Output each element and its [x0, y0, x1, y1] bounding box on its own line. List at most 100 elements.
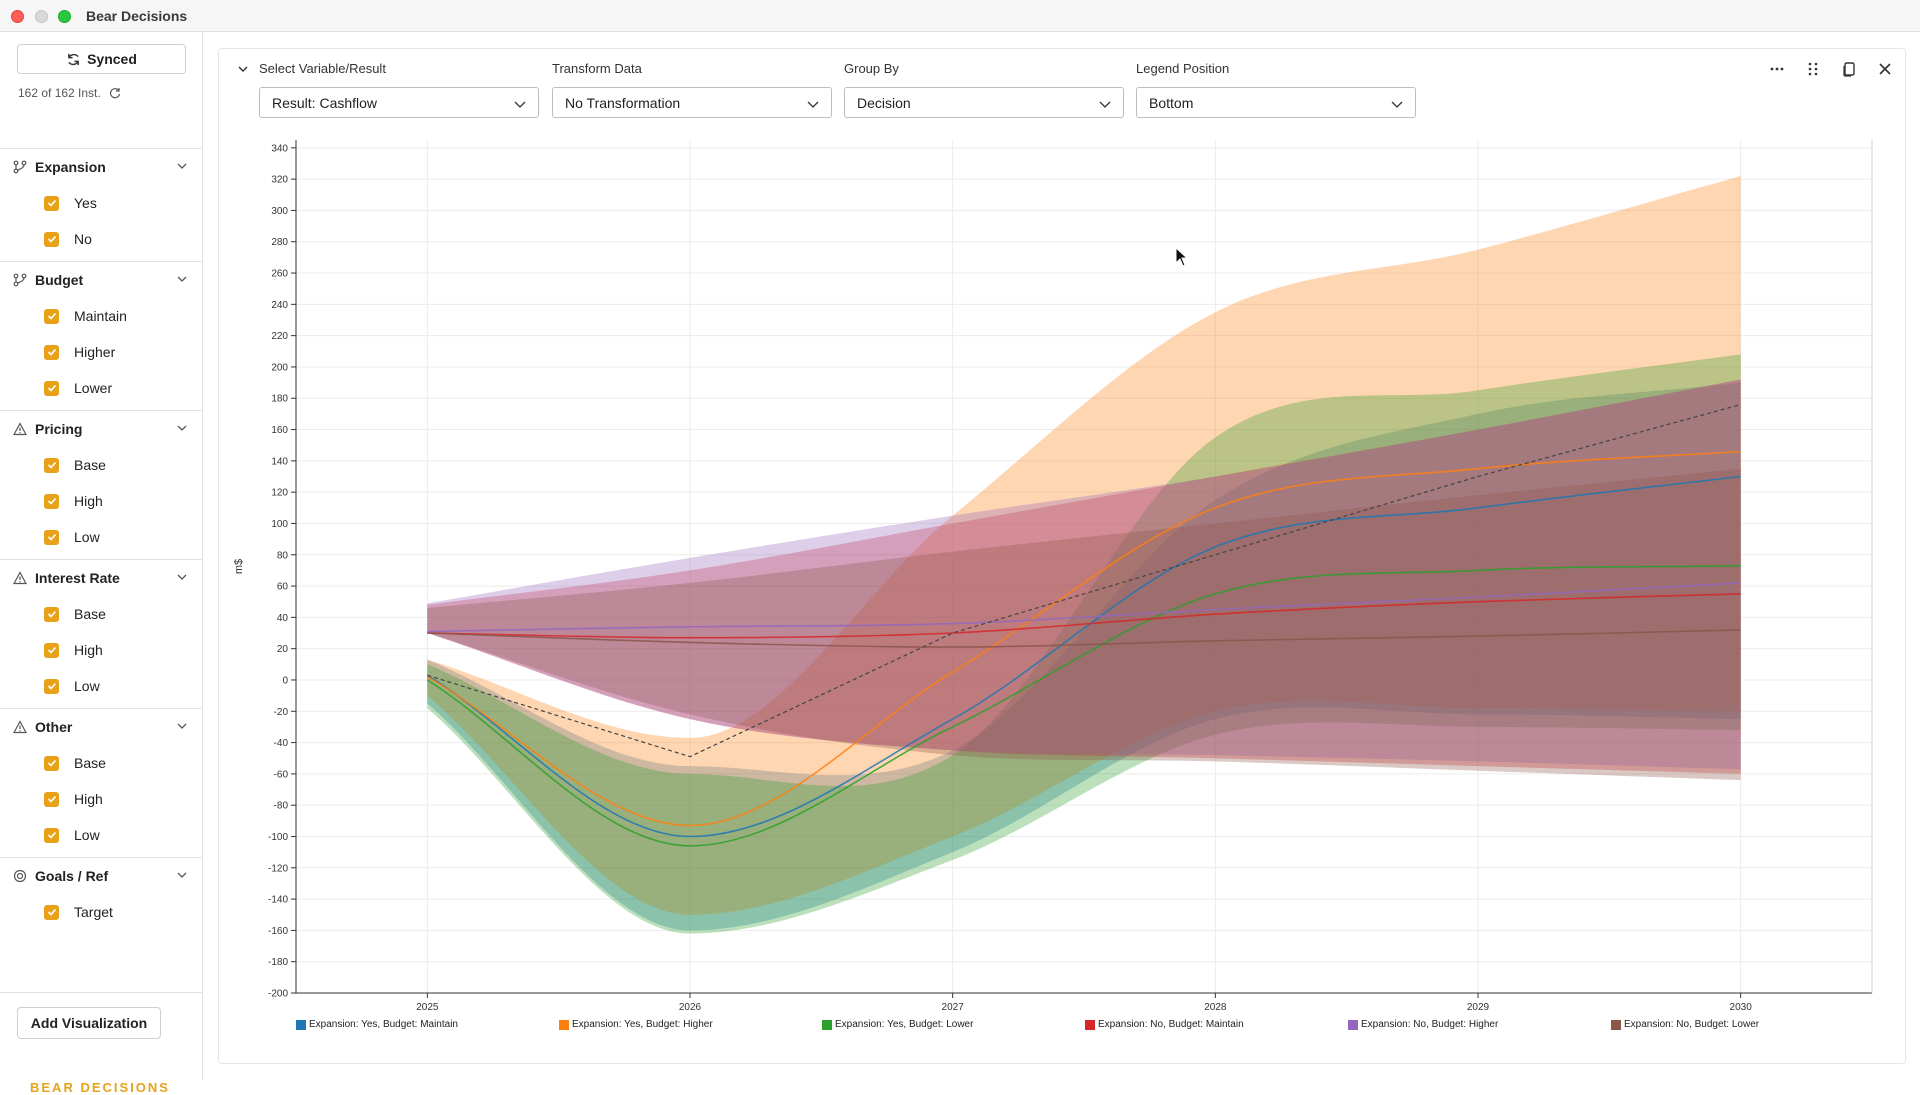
chevron-down-icon [177, 872, 187, 878]
filter-option[interactable]: Higher [0, 334, 203, 370]
variable-value: Result: Cashflow [272, 94, 378, 111]
transform-label: Transform Data [552, 61, 642, 76]
legend-swatch [1085, 1019, 1095, 1030]
check-icon [47, 235, 56, 243]
filter-option[interactable]: Low [0, 817, 203, 853]
y-tick-label: 100 [271, 519, 288, 530]
checkbox-checked[interactable] [44, 755, 59, 771]
legend-position-label: Legend Position [1136, 61, 1230, 76]
variable-select[interactable]: Result: Cashflow [259, 87, 539, 118]
checkbox-checked[interactable] [44, 457, 59, 473]
copy-icon[interactable] [1839, 59, 1859, 79]
filter-option[interactable]: Base [0, 447, 203, 483]
sync-button[interactable]: Synced [17, 44, 186, 74]
checkbox-checked[interactable] [44, 642, 59, 658]
checkbox-checked[interactable] [44, 308, 59, 324]
legend-item[interactable]: Expansion: Yes, Budget: Higher [559, 1019, 822, 1030]
more-options-icon[interactable] [1767, 59, 1787, 79]
drag-handle-icon[interactable] [1803, 59, 1823, 79]
chevron-down-icon [514, 101, 526, 108]
filter-group-label: Goals / Ref [35, 868, 109, 884]
filter-option-label: Higher [74, 344, 116, 360]
collapse-chevron-icon[interactable] [237, 63, 249, 75]
group-by-select[interactable]: Decision [844, 87, 1124, 118]
target-line [427, 403, 1741, 758]
filter-option-label: No [74, 231, 92, 247]
legend-swatch [1348, 1019, 1358, 1030]
filter-group-header[interactable]: Goals / Ref [0, 858, 203, 894]
checkbox-checked[interactable] [44, 791, 59, 807]
transform-select[interactable]: No Transformation [552, 87, 832, 118]
close-panel-icon[interactable] [1875, 59, 1895, 79]
legend-item[interactable]: Expansion: No, Budget: Maintain [1085, 1019, 1348, 1030]
filter-option[interactable]: High [0, 781, 203, 817]
chevron-down-icon [177, 723, 187, 729]
median-line [427, 582, 1741, 633]
filter-option[interactable]: Target [0, 894, 203, 930]
checkbox-checked[interactable] [44, 344, 59, 360]
add-visualization-button[interactable]: Add Visualization [17, 1007, 161, 1039]
checkbox-checked[interactable] [44, 678, 59, 694]
filter-option[interactable]: Base [0, 596, 203, 632]
filter-group-budget: Budget Maintain Higher Lower [0, 261, 203, 406]
x-tick-label: 2027 [942, 1002, 965, 1013]
instance-count-label: 162 of 162 Inst. [18, 86, 101, 100]
checkbox-checked[interactable] [44, 380, 59, 396]
filter-option-label: Maintain [74, 308, 127, 324]
checkbox-checked[interactable] [44, 529, 59, 545]
filter-option-label: Low [74, 678, 100, 694]
check-icon [47, 831, 56, 839]
cashflow-chart: 3403203002802602402202001801601401201008… [233, 140, 1873, 1013]
check-icon [47, 646, 56, 654]
checkbox-checked[interactable] [44, 827, 59, 843]
legend-label: Expansion: No, Budget: Lower [1624, 1019, 1760, 1030]
y-tick-label: 40 [277, 613, 289, 624]
checkbox-checked[interactable] [44, 904, 59, 920]
filter-group-interest-rate: Interest Rate Base High Low [0, 559, 203, 704]
check-icon [47, 908, 56, 916]
checkbox-checked[interactable] [44, 606, 59, 622]
filter-group-label: Interest Rate [35, 570, 120, 586]
legend-item[interactable]: Expansion: Yes, Budget: Maintain [296, 1019, 559, 1030]
band-expansion-no-budget-higher [427, 379, 1741, 770]
warning-icon [13, 720, 27, 734]
y-tick-label: -180 [268, 957, 288, 968]
filter-group-header[interactable]: Other [0, 709, 203, 745]
y-tick-label: 220 [271, 331, 288, 342]
filter-option[interactable]: Low [0, 519, 203, 555]
filter-option[interactable]: Maintain [0, 298, 203, 334]
filter-option[interactable]: Lower [0, 370, 203, 406]
checkbox-checked[interactable] [44, 231, 59, 247]
filter-group-header[interactable]: Expansion [0, 149, 203, 185]
maximize-window-button[interactable] [58, 10, 71, 23]
filter-group-header[interactable]: Budget [0, 262, 203, 298]
filter-option[interactable]: Low [0, 668, 203, 704]
legend-position-value: Bottom [1149, 94, 1194, 111]
sync-label: Synced [87, 51, 137, 67]
filter-option-label: Base [74, 606, 106, 622]
filter-option[interactable]: No [0, 221, 203, 257]
chevron-down-icon [177, 163, 187, 169]
refresh-icon[interactable] [109, 87, 121, 99]
minimize-window-button[interactable] [35, 10, 48, 23]
checkbox-checked[interactable] [44, 493, 59, 509]
checkbox-checked[interactable] [44, 195, 59, 211]
filter-group-header[interactable]: Pricing [0, 411, 203, 447]
legend-item[interactable]: Expansion: Yes, Budget: Lower [822, 1019, 1085, 1030]
y-tick-label: -20 [274, 707, 289, 718]
legend-position-select[interactable]: Bottom [1136, 87, 1416, 118]
filter-option[interactable]: Base [0, 745, 203, 781]
transform-value: No Transformation [565, 94, 681, 111]
filter-group-header[interactable]: Interest Rate [0, 560, 203, 596]
check-icon [47, 610, 56, 618]
legend-item[interactable]: Expansion: No, Budget: Higher [1348, 1019, 1611, 1030]
close-window-button[interactable] [11, 10, 24, 23]
median-line [426, 450, 1741, 827]
y-tick-label: -40 [274, 738, 289, 749]
y-axis-label: m$ [233, 559, 245, 574]
filter-option[interactable]: High [0, 483, 203, 519]
filter-option[interactable]: Yes [0, 185, 203, 221]
legend-item[interactable]: Expansion: No, Budget: Lower [1611, 1019, 1874, 1030]
filter-option[interactable]: High [0, 632, 203, 668]
filter-option-label: High [74, 791, 103, 807]
